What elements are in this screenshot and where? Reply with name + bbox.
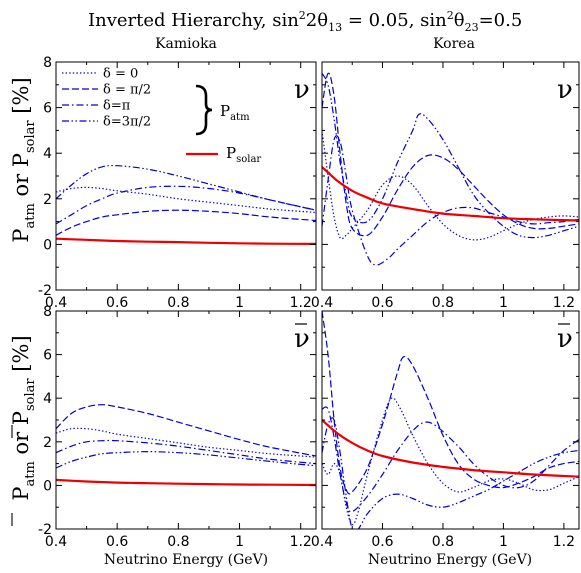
- series-solar-line: [322, 419, 579, 478]
- series-solar-line: [322, 166, 579, 222]
- panel-korea-antineutrino: 0.4 0.6 0.8 1 1.2 ν: [311, 310, 580, 550]
- series-solar-line: [56, 237, 316, 245]
- x-tick-label: 0.4: [45, 295, 67, 311]
- series-delta-3pi-half-line: [322, 73, 579, 239]
- series-group: [322, 72, 579, 266]
- series-group: [56, 404, 316, 487]
- panel-kamioka-neutrino: 0.4 0.6 0.8 1 1.2 -2 0 2 4 6 8 ν: [38, 55, 317, 311]
- series-delta-pi-line: [322, 135, 579, 266]
- x-axis-label-left: Neutrino Energy (GeV): [104, 552, 268, 568]
- x-tick-label: 0.4: [45, 534, 67, 550]
- y-tick-label: 6: [43, 348, 52, 364]
- panel-particle-symbol: ν: [557, 324, 573, 354]
- x-tick-label: 0.8: [167, 534, 189, 550]
- panel-korea-neutrino: 0.4 0.6 0.8 1 1.2 ν: [311, 61, 580, 311]
- series-delta-pi-line: [56, 439, 316, 465]
- panel-frame: [321, 310, 580, 530]
- y-tick-label: 4: [43, 146, 52, 162]
- x-tick-label: 1.2: [553, 295, 575, 311]
- y-tick-label: 6: [43, 101, 52, 117]
- x-tick-label: 1: [235, 295, 244, 311]
- y-tick-label: 4: [43, 391, 52, 407]
- x-tick-label: 1.2: [290, 534, 312, 550]
- series-delta-3pi-half-line: [56, 164, 316, 211]
- legend-label-delta-0: δ = 0: [103, 67, 138, 82]
- x-tick-label: 0.6: [106, 534, 128, 550]
- y-tick-label: 0: [43, 237, 52, 253]
- x-tick-label: 0.4: [311, 534, 333, 550]
- panel-particle-symbol: ν: [294, 75, 310, 105]
- y-tick-label: 2: [43, 192, 52, 208]
- series-delta-0-line: [56, 186, 316, 214]
- x-tick-label: 0.6: [371, 534, 393, 550]
- x-tick-label: 0.8: [432, 534, 454, 550]
- series-delta-pi-half-line: [322, 311, 579, 495]
- series-delta-3pi-half-line: [56, 450, 316, 469]
- series-delta-3pi-half-line: [322, 417, 579, 529]
- legend-label-delta-pi: δ=π: [103, 99, 131, 114]
- series-group: [56, 164, 316, 245]
- x-axis-label-right: Neutrino Energy (GeV): [368, 552, 532, 568]
- x-tick-label: 0.6: [106, 295, 128, 311]
- y-axis-label-top: Patm or Psolar [%]: [9, 77, 38, 242]
- column-title-korea: Korea: [433, 36, 475, 52]
- series-solar-line: [56, 478, 316, 487]
- legend: δ = 0δ = π/2δ=πδ=3π/2 Patm Psolar: [62, 67, 261, 165]
- y-tick-label: -2: [38, 283, 52, 299]
- y-axis-label-bottom: Patm or Psolar [%]: [9, 335, 38, 526]
- series-delta-pi-half-line: [56, 209, 316, 236]
- y-tick-label: 0: [43, 478, 52, 494]
- x-tick-label: 0.6: [371, 295, 393, 311]
- x-tick-label: 1.2: [553, 534, 575, 550]
- legend-label-delta-3pi-half: δ=3π/2: [103, 115, 151, 130]
- figure-title: Inverted Hierarchy, sin22θ13 = 0.05, sin…: [88, 9, 522, 34]
- y-tick-label: 8: [43, 55, 52, 71]
- legend-patm-label: Patm: [220, 102, 250, 123]
- y-tick-label: 8: [43, 304, 52, 320]
- panel-kamioka-antineutrino: 0.4 0.6 0.8 1 1.2 -2 0 2 4 6 8 ν: [38, 304, 317, 550]
- series-delta-pi-line: [56, 185, 316, 225]
- svg-text:Patm or Psolar [%]: Patm or Psolar [%]: [9, 77, 38, 242]
- x-tick-label: 1.2: [290, 295, 312, 311]
- panel-frame: [55, 310, 317, 530]
- x-tick-label: 0.8: [432, 295, 454, 311]
- y-tick-label: -2: [38, 522, 52, 538]
- panel-particle-symbol: ν: [557, 75, 573, 105]
- legend-psolar-label: Psolar: [226, 144, 261, 165]
- legend-label-delta-pi-half: δ = π/2: [103, 83, 151, 98]
- x-tick-label: 0.8: [167, 295, 189, 311]
- x-tick-label: 1: [499, 534, 508, 550]
- svg-text:Patm or Psolar [%]: Patm or Psolar [%]: [9, 335, 38, 500]
- x-tick-label: 0.4: [311, 295, 333, 311]
- x-tick-label: 1: [499, 295, 508, 311]
- series-delta-0-line: [322, 397, 579, 526]
- legend-brace: [195, 84, 213, 136]
- panel-frame: [321, 61, 580, 291]
- x-tick-label: 1: [235, 534, 244, 550]
- panel-frame: [55, 61, 317, 291]
- series-delta-pi-half-line: [56, 404, 316, 457]
- series-delta-pi-line: [322, 406, 579, 513]
- y-tick-label: 2: [43, 435, 52, 451]
- column-title-kamioka: Kamioka: [155, 36, 217, 52]
- series-group: [322, 311, 579, 529]
- panel-particle-symbol: ν: [294, 324, 310, 354]
- series-delta-pi-half-line: [322, 72, 579, 237]
